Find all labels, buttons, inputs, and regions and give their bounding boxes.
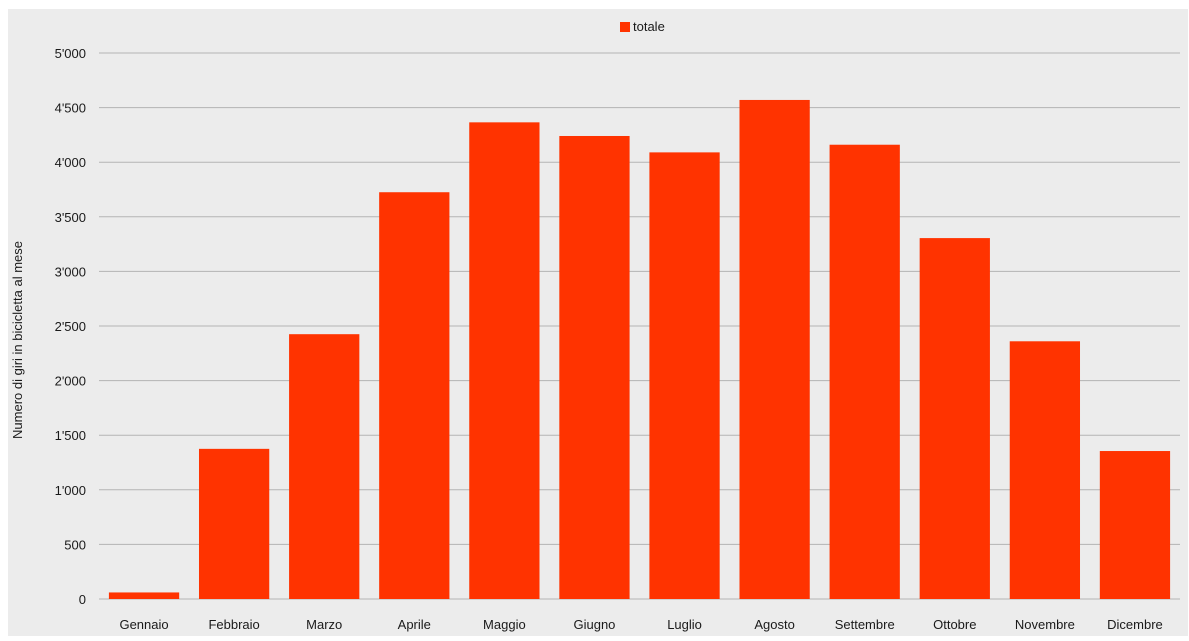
chart-area: 0 500 1'000 1'500 2'000 2'500 3'000 3'500 4'000 4… [8,9,1188,636]
bar-marzo [289,334,360,599]
y-tick-label: 1'500 [55,428,86,443]
x-tick-label: Settembre [835,617,895,632]
bar-chart: 0 500 1'000 1'500 2'000 2'500 3'000 3'500 4'000 4… [10,19,1180,632]
y-tick-label: 3'500 [55,210,86,225]
x-axis-ticks: Gennaio Febbraio Marzo Aprile Maggio Giugno Lu… [119,617,1162,632]
y-tick-label: 2'500 [55,319,86,334]
y-tick-label: 3'000 [55,264,86,279]
y-tick-label: 5'000 [55,46,86,61]
legend-label: totale [633,19,665,34]
x-tick-label: Novembre [1015,617,1075,632]
bar-gennaio [108,592,180,599]
bar-luglio [649,152,720,599]
bar-settembre [829,144,900,599]
bar-ottobre [919,238,990,599]
x-tick-label: Gennaio [119,617,168,632]
x-tick-label: Giugno [573,617,615,632]
bar-maggio [469,122,540,599]
bar-aprile [379,192,450,600]
x-tick-label: Luglio [667,617,702,632]
x-tick-label: Maggio [483,617,526,632]
y-tick-label: 1'000 [55,483,86,498]
bars [108,99,1171,600]
bar-agosto [739,99,810,600]
x-tick-label: Marzo [306,617,342,632]
y-axis-label: Numero di giri in bicicletta al mese [10,241,25,439]
legend-swatch [620,22,630,32]
y-axis-ticks: 0 500 1'000 1'500 2'000 2'500 3'000 3'500 4'000 4… [55,46,86,607]
bar-febbraio [198,448,270,599]
bar-novembre [1009,341,1081,599]
bar-giugno [559,135,630,599]
y-tick-label: 0 [79,592,86,607]
x-tick-label: Febbraio [208,617,259,632]
x-tick-label: Ottobre [933,617,976,632]
y-tick-label: 500 [64,537,86,552]
legend: totale [620,19,665,34]
y-tick-label: 4'500 [55,101,86,116]
x-tick-label: Aprile [398,617,431,632]
x-tick-label: Agosto [754,617,794,632]
bar-dicembre [1099,451,1171,599]
y-tick-label: 4'000 [55,155,86,170]
x-tick-label: Dicembre [1107,617,1163,632]
gridlines [99,52,1180,600]
y-tick-label: 2'000 [55,374,86,389]
